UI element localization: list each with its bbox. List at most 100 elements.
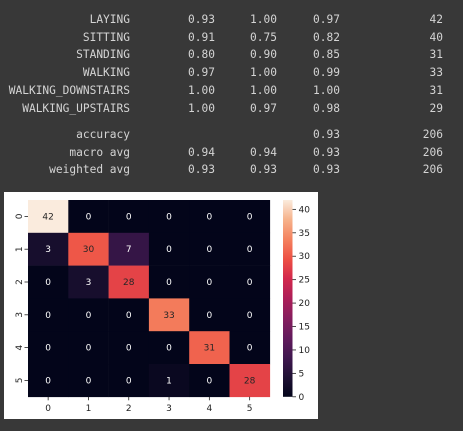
classification-report: LAYING 0.93 1.00 0.97 42 SITTING 0.91 0.75 0.82 4… xyxy=(0,0,463,190)
report-support-cell: 206 xyxy=(423,144,443,161)
heatmap-cell-value: 0 xyxy=(247,278,253,288)
report-precision-cell: 0.80 xyxy=(188,46,215,63)
colorbar-tick-label: 35 xyxy=(299,229,310,239)
colorbar-tick-label: 0 xyxy=(299,393,305,403)
x-tick-label: 4 xyxy=(206,404,212,414)
heatmap-cell-value: 28 xyxy=(123,278,135,288)
x-tick-label: 2 xyxy=(126,404,132,414)
report-recall-cell: 0.90 xyxy=(250,46,277,63)
heatmap-cell-value: 0 xyxy=(247,311,253,321)
report-support-cell: 206 xyxy=(423,126,443,143)
confusion-matrix-figure: 42 0 0 0 0 0 3 30 7 0 0 0 0 3 28 0 0 0 0 0 0 33 0 0 0 0 0 0 31 0 0 0 0 1 0… xyxy=(4,192,318,419)
heatmap-cell-value: 0 xyxy=(86,344,92,354)
heatmap-cell-value: 0 xyxy=(86,376,92,386)
colorbar-tick-label: 20 xyxy=(299,299,311,309)
x-tick-label: 1 xyxy=(86,404,92,414)
report-row: STANDING 0.80 0.90 0.85 31 xyxy=(0,46,463,63)
x-tick-label: 3 xyxy=(166,404,172,414)
heatmap-cell-value: 0 xyxy=(126,212,132,222)
report-row: weighted avg 0.93 0.93 0.93 206 xyxy=(0,161,463,178)
report-precision-cell: 0.93 xyxy=(188,11,215,28)
report-row: macro avg 0.94 0.94 0.93 206 xyxy=(0,144,463,161)
heatmap-cell-value: 0 xyxy=(166,245,172,255)
report-label-cell: weighted avg xyxy=(49,161,130,178)
heatmap-cell-value: 0 xyxy=(166,212,172,222)
report-label-cell: accuracy xyxy=(76,126,130,143)
y-tick-label: 5 xyxy=(15,378,25,384)
colorbar-tick-label: 25 xyxy=(299,276,310,286)
report-support-cell: 40 xyxy=(430,29,443,46)
report-label-cell: WALKING xyxy=(83,64,130,81)
y-tick-label: 1 xyxy=(15,246,25,252)
heatmap-cell-value: 0 xyxy=(45,344,51,354)
report-support-cell: 29 xyxy=(430,100,443,117)
report-label-cell: SITTING xyxy=(83,29,130,46)
heatmap-cell-value: 0 xyxy=(126,376,132,386)
heatmap-cell-value: 0 xyxy=(166,278,172,288)
report-row: WALKING 0.97 1.00 0.99 33 xyxy=(0,64,463,81)
heatmap-cell-value: 0 xyxy=(206,278,212,288)
report-row: accuracy 0.93 206 xyxy=(0,126,463,143)
heatmap-cell-value: 3 xyxy=(45,245,51,255)
y-tick-label: 4 xyxy=(15,344,25,350)
report-recall-cell: 0.93 xyxy=(250,161,277,178)
report-support-cell: 206 xyxy=(423,161,443,178)
report-recall-cell: 0.75 xyxy=(250,29,277,46)
heatmap-cell-value: 28 xyxy=(244,376,256,386)
report-recall-cell: 0.97 xyxy=(250,100,277,117)
heatmap-cell-value: 0 xyxy=(45,278,51,288)
heatmap-cell-value: 1 xyxy=(166,376,172,386)
report-recall-cell: 0.94 xyxy=(250,144,277,161)
heatmap-cell-value: 0 xyxy=(86,311,92,321)
report-f1-cell: 0.97 xyxy=(313,11,340,28)
colorbar-tick-label: 40 xyxy=(299,205,311,215)
colorbar-tick-label: 30 xyxy=(299,252,311,262)
report-f1-cell: 0.85 xyxy=(313,46,340,63)
heatmap-cell-value: 0 xyxy=(247,212,253,222)
report-f1-cell: 0.93 xyxy=(313,161,340,178)
heatmap-cell-value: 0 xyxy=(126,311,132,321)
heatmap-cell-value: 42 xyxy=(42,212,53,222)
y-tick-label: 2 xyxy=(15,279,25,285)
report-label-cell: STANDING xyxy=(76,46,130,63)
x-tick-label: 0 xyxy=(45,404,51,414)
heatmap-cell-value: 0 xyxy=(86,212,92,222)
report-label-cell: LAYING xyxy=(90,11,130,28)
report-label-cell: macro avg xyxy=(69,144,130,161)
y-tick-label: 0 xyxy=(15,213,25,219)
report-row: WALKING_DOWNSTAIRS 1.00 1.00 1.00 31 xyxy=(0,82,463,99)
report-label-cell: WALKING_UPSTAIRS xyxy=(22,100,130,117)
heatmap-cell-value: 0 xyxy=(45,311,51,321)
x-tick-label: 5 xyxy=(247,404,253,414)
heatmap-cell-value: 0 xyxy=(126,344,132,354)
heatmap-cell-value: 0 xyxy=(45,376,51,386)
report-recall-cell: 1.00 xyxy=(250,64,277,81)
colorbar-tick-label: 5 xyxy=(299,369,305,379)
report-precision-cell: 0.91 xyxy=(188,29,215,46)
colorbar-tick-label: 15 xyxy=(299,323,310,333)
report-precision-cell: 0.94 xyxy=(188,144,215,161)
y-tick-label: 3 xyxy=(15,312,25,318)
report-row: WALKING_UPSTAIRS 1.00 0.97 0.98 29 xyxy=(0,100,463,117)
report-label-cell: WALKING_DOWNSTAIRS xyxy=(9,82,130,99)
report-precision-cell: 0.93 xyxy=(188,161,215,178)
heatmap-cell-value: 30 xyxy=(83,245,95,255)
report-f1-cell: 1.00 xyxy=(313,82,340,99)
report-precision-cell: 1.00 xyxy=(188,100,215,117)
colorbar-tick-label: 10 xyxy=(299,346,311,356)
heatmap-cell-value: 0 xyxy=(247,245,253,255)
report-support-cell: 31 xyxy=(430,46,443,63)
report-f1-cell: 0.82 xyxy=(313,29,340,46)
report-precision-cell: 1.00 xyxy=(188,82,215,99)
heatmap-cell-value: 7 xyxy=(126,245,132,255)
confusion-matrix-heatmap: 42 0 0 0 0 03 30 7 0 0 00 3 28 0 0 00 0 0 33 0 00 0 0 0 31 00 0 0 1 0… xyxy=(4,192,318,419)
heatmap-cell-value: 33 xyxy=(163,311,174,321)
report-f1-cell: 0.98 xyxy=(313,100,340,117)
heatmap-cell-value: 31 xyxy=(204,344,215,354)
report-row: SITTING 0.91 0.75 0.82 40 xyxy=(0,29,463,46)
heatmap-cell-value: 0 xyxy=(206,376,212,386)
report-support-cell: 31 xyxy=(430,82,443,99)
heatmap-cell-value: 0 xyxy=(166,344,172,354)
colorbar xyxy=(283,200,293,397)
report-f1-cell: 0.99 xyxy=(313,64,340,81)
